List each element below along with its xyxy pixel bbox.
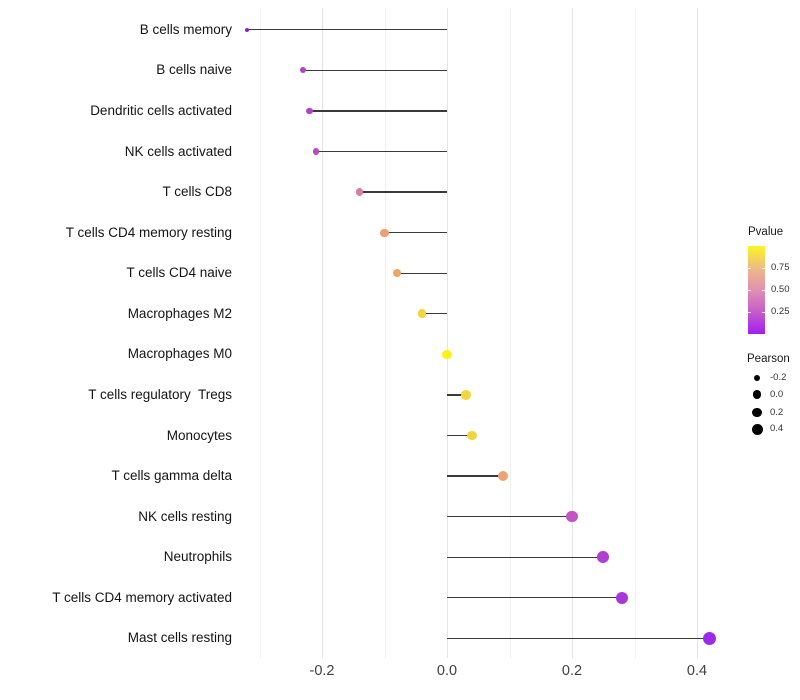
x-tick-label: -0.2 (309, 663, 335, 679)
colorbar-notch (748, 268, 751, 269)
y-axis-label: Neutrophils (163, 549, 232, 565)
legend-pearson-title: Pearson (747, 353, 790, 365)
colorbar-notch (748, 312, 751, 313)
y-axis-label: B cells memory (139, 21, 232, 37)
lollipop-stem (247, 29, 447, 31)
lollipop-dot (615, 591, 629, 604)
pearson-legend-dot (752, 390, 762, 399)
gridline-major (447, 8, 448, 658)
pearson-legend-label: 0.0 (770, 388, 784, 400)
x-tick-label: 0.2 (561, 663, 583, 679)
lollipop-stem (309, 110, 447, 112)
pearson-legend-dot (751, 423, 763, 435)
gridline-major (697, 8, 698, 658)
legend-pvalue-title: Pvalue (748, 226, 784, 238)
lollipop-stem (447, 637, 710, 640)
colorbar-notch (748, 290, 751, 291)
y-axis-label: Macrophages M2 (127, 305, 232, 321)
y-axis-label: T cells regulatory Tregs (88, 386, 232, 402)
gridline-minor (259, 8, 261, 658)
colorbar-tick-label: 0.75 (771, 262, 790, 273)
lollipop-dot (306, 107, 313, 115)
lollipop-stem (303, 69, 447, 72)
lollipop-dot (244, 27, 250, 32)
lollipop-dot (467, 430, 477, 441)
pearson-legend-label: -0.2 (770, 372, 787, 383)
gridline-minor (509, 8, 511, 658)
gridline-major (322, 8, 323, 658)
lollipop-stem (447, 556, 604, 558)
y-axis-label: Mast cells resting (127, 630, 232, 646)
y-axis-label: T cells gamma delta (111, 468, 232, 484)
lollipop-stem (397, 272, 447, 274)
lollipop-stem (315, 150, 447, 153)
pearson-legend-dot (752, 407, 762, 418)
pearson-legend-label: 0.4 (770, 423, 784, 434)
y-axis-label: Macrophages M0 (127, 346, 232, 362)
y-axis-label: T cells CD4 memory activated (52, 589, 232, 605)
lollipop-dot (417, 309, 427, 319)
y-axis-label: NK cells resting (138, 508, 232, 524)
y-axis-label: Dendritic cells activated (90, 102, 232, 118)
lollipop-dot (380, 228, 389, 237)
lollipop-dot (355, 188, 364, 196)
lollipop-stem (447, 597, 622, 599)
y-axis-label: T cells CD4 memory resting (65, 224, 232, 240)
lollipop-dot (312, 148, 319, 155)
lollipop-dot (392, 269, 402, 278)
lollipop-dot (566, 510, 578, 523)
lollipop-stem (447, 475, 504, 477)
gridline-major (572, 8, 573, 658)
lollipop-stem (447, 394, 466, 396)
lollipop-stem (447, 434, 472, 437)
pvalue-colorbar (748, 246, 765, 334)
colorbar-tick-label: 0.25 (771, 306, 790, 317)
x-tick-label: 0.0 (436, 663, 458, 679)
colorbar-notch (762, 268, 765, 269)
y-axis-label: NK cells activated (124, 143, 232, 159)
lollipop-stem (447, 515, 572, 518)
gridline-minor (634, 8, 636, 658)
lollipop-dot (300, 67, 307, 74)
lollipop-dot (442, 349, 452, 360)
x-tick-label: 0.4 (686, 663, 708, 679)
y-axis-label: T cells CD4 naive (126, 265, 232, 281)
lollipop-dot (460, 390, 471, 400)
lollipop-stem (359, 191, 447, 193)
y-axis-label: B cells naive (156, 62, 232, 78)
colorbar-notch (762, 312, 765, 313)
y-axis-label: T cells CD8 (162, 184, 232, 200)
colorbar-notch (762, 290, 765, 291)
lollipop-dot (498, 470, 509, 482)
y-axis-label: Monocytes (166, 427, 232, 443)
pearson-legend-label: 0.2 (770, 406, 784, 418)
pearson-legend-dot (753, 374, 761, 382)
lollipop-dot (597, 551, 610, 564)
colorbar-tick-label: 0.50 (771, 284, 790, 295)
lollipop-dot (702, 631, 717, 646)
lollipop-stem (384, 231, 447, 234)
lollipop-stem (422, 313, 447, 315)
gridline-minor (384, 8, 386, 658)
